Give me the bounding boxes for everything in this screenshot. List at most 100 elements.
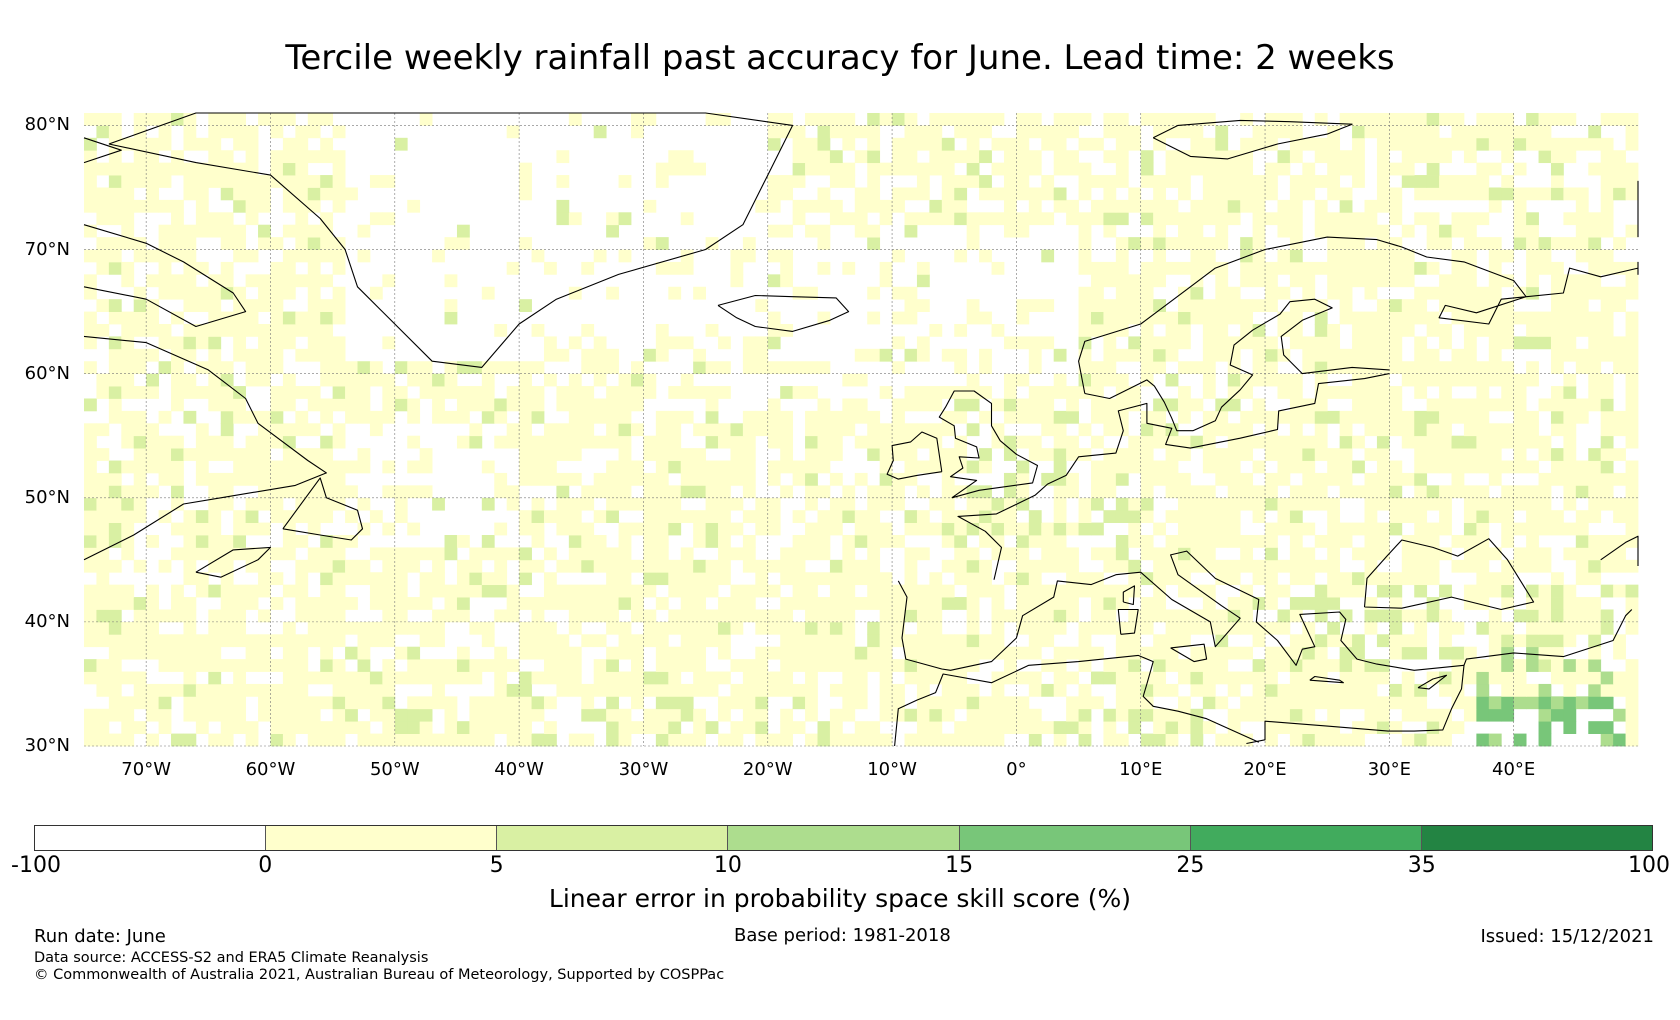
skill-cell	[1103, 584, 1117, 598]
skill-cell	[1115, 497, 1129, 511]
skill-cell	[133, 609, 147, 623]
skill-cell	[245, 150, 259, 164]
skill-cell	[1115, 299, 1129, 312]
skill-cell	[966, 137, 980, 151]
skill-cell	[593, 472, 607, 486]
longitude-label: 70°W	[121, 759, 171, 780]
skill-cell	[867, 162, 881, 176]
skill-cell	[407, 460, 421, 474]
skill-cell	[842, 125, 856, 139]
skill-cell	[1165, 212, 1179, 226]
skill-cell	[307, 336, 321, 350]
skill-cell	[879, 659, 893, 672]
skill-cell	[245, 162, 259, 176]
skill-cell	[307, 299, 321, 312]
skill-cell	[618, 572, 632, 586]
skill-cell	[693, 671, 706, 685]
skill-cell	[1463, 535, 1477, 548]
skill-cell	[606, 547, 619, 561]
skill-cell	[133, 249, 147, 263]
skill-cell	[655, 510, 669, 523]
skill-cell	[1613, 634, 1626, 648]
skill-cell	[1600, 249, 1614, 263]
skill-cell	[842, 373, 856, 387]
longitude-label: 60°W	[245, 759, 296, 780]
skill-cell	[1265, 113, 1278, 126]
skill-cell	[1364, 510, 1378, 523]
skill-cell	[1003, 646, 1017, 660]
skill-cell	[146, 696, 159, 710]
skill-cell	[668, 485, 682, 499]
skill-cell	[1240, 150, 1254, 164]
skill-cell	[1538, 137, 1552, 151]
skill-cell	[245, 522, 259, 536]
skill-cell	[1302, 485, 1316, 499]
skill-cell	[419, 373, 433, 387]
skill-cell	[1563, 212, 1577, 226]
skill-cell	[805, 621, 818, 635]
skill-cell	[1128, 286, 1142, 300]
skill-cell	[867, 584, 881, 598]
skill-cell	[1488, 398, 1502, 412]
skill-cell	[1376, 361, 1390, 375]
skill-cell	[1314, 299, 1328, 312]
skill-cell	[606, 286, 619, 300]
skill-cell	[1090, 311, 1104, 325]
skill-cell	[1376, 634, 1390, 648]
skill-cell	[1202, 609, 1216, 623]
skill-cell	[432, 572, 445, 586]
skill-cell	[1028, 336, 1042, 350]
skill-cell	[1016, 137, 1030, 151]
skill-cell	[195, 708, 209, 722]
skill-cell	[618, 249, 632, 263]
skill-cell	[1090, 497, 1104, 511]
skill-cell	[1190, 708, 1204, 722]
skill-cell	[1016, 522, 1030, 536]
skill-cell	[593, 485, 607, 499]
skill-cell	[1103, 659, 1117, 672]
skill-cell	[1153, 249, 1166, 263]
skill-cell	[320, 448, 334, 461]
skill-cell	[1401, 274, 1415, 288]
skill-cell	[904, 597, 918, 610]
skill-cell	[568, 398, 582, 412]
skill-cell	[1625, 460, 1639, 474]
skill-cell	[245, 187, 259, 201]
skill-cell	[1463, 137, 1477, 151]
skill-cell	[904, 386, 918, 399]
skill-cell	[1339, 311, 1353, 325]
skill-cell	[916, 708, 930, 722]
skill-cell	[519, 572, 532, 586]
skill-cell	[941, 646, 955, 660]
skill-cell	[220, 224, 234, 238]
skill-cell	[1289, 423, 1303, 437]
skill-cell	[506, 721, 520, 734]
skill-cell	[1426, 485, 1440, 499]
skill-cell	[133, 559, 147, 573]
skill-cell	[233, 510, 247, 523]
skill-cell	[506, 708, 520, 722]
skill-cell	[369, 212, 383, 226]
skill-cell	[146, 634, 159, 648]
skill-cell	[1327, 522, 1341, 536]
skill-cell	[1265, 336, 1278, 350]
skill-cell	[1401, 497, 1415, 511]
skill-cell	[1463, 597, 1477, 610]
skill-cell	[543, 348, 557, 362]
skill-cell	[742, 721, 756, 734]
skill-cell	[1128, 522, 1142, 536]
skill-cell	[730, 423, 744, 437]
skill-cell	[1016, 597, 1030, 610]
skill-cell	[718, 559, 731, 573]
skill-cell	[1265, 162, 1278, 176]
coastline	[717, 294, 850, 332]
skill-cell	[270, 597, 284, 610]
skill-cell	[208, 125, 222, 139]
skill-cell	[1277, 373, 1291, 387]
skill-cell	[1401, 361, 1415, 375]
skill-cell	[506, 261, 520, 275]
skill-cell	[1090, 324, 1104, 337]
skill-cell	[183, 224, 197, 238]
skill-cell	[519, 621, 532, 635]
skill-cell	[556, 398, 570, 412]
